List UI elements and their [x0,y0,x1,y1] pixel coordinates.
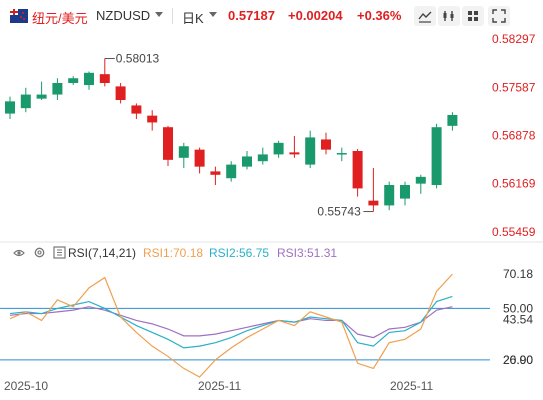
rsi-tick-label: 70.18 [503,267,533,281]
rsi3-line [9,306,453,339]
eye-icon[interactable] [13,247,25,259]
price-tick-label: 0.55459 [492,225,536,239]
rsi-tick-label: 20.00 [503,353,533,367]
candle-body [5,101,15,114]
candle-body [431,127,442,186]
price-axis: 0.58297 0.57587 0.56878 0.56169 0.55459 [492,32,536,239]
date-tick-label: 2025-10 [4,379,48,393]
rsi1-label: RSI1:70.18 [143,246,204,260]
rsi-tick-label: 26.90 [503,353,533,367]
candle-body [68,78,79,83]
price-tick-label: 0.56878 [492,129,536,143]
indicator-button[interactable] [438,6,460,26]
candle-body [115,86,126,101]
layers-button[interactable] [462,6,484,26]
period-selector[interactable]: 日K [182,11,204,26]
rsi2-line [9,295,453,349]
price-tick-label: 0.56169 [492,177,536,191]
last-price: 0.57187 [228,8,275,23]
candle-body [368,200,379,206]
candle-body [131,105,142,114]
price-change: +0.00204 [288,8,343,23]
candle-body [447,114,458,126]
fullscreen-icon [492,9,506,23]
candle-body [273,142,284,155]
candle-body [178,146,189,158]
candle-body [305,137,316,165]
price-tick-label: 0.58297 [492,32,536,46]
line-chart-icon [418,11,432,23]
candle-body [289,152,300,155]
candle-body [52,82,63,95]
rsi-legend: RSI(7,14,21) RSI1:70.18 RSI2:56.75 RSI3:… [0,244,543,262]
pair-dropdown-icon[interactable] [155,12,163,17]
gear-icon[interactable] [33,246,46,259]
candle-body [20,94,31,109]
rsi1-line [9,273,453,378]
candlestick-series [5,58,458,212]
candle-body [384,185,395,206]
period-dropdown-icon[interactable] [209,12,217,17]
rsi2-label: RSI2:56.75 [209,246,270,260]
rsi-name[interactable]: RSI(7,14,21) [68,246,137,260]
rsi3-label: RSI3:51.31 [277,246,338,260]
fullscreen-button[interactable] [488,6,510,26]
rsi-tick-label: 43.54 [503,313,533,327]
checkbox-icon[interactable] [53,246,66,259]
candle-body [163,127,173,160]
rsi-tick-label: 50.00 [503,301,533,315]
annotations: 0.58013 0.55743 [104,52,374,219]
high-marker-label: 0.58013 [116,52,160,66]
chart-toolbar: 纽元/美元 NZDUSD 日K 0.57187 +0.00204 +0.36% [0,0,543,32]
date-tick-label: 2025-11 [390,379,433,393]
nz-flag-icon [10,9,28,23]
pair-code[interactable]: NZDUSD [96,8,151,23]
candle-body [257,154,268,162]
date-tick-label: 2025-11 [198,379,241,393]
candle-body [415,176,426,184]
date-axis: 2025-10 2025-11 2025-11 [4,379,433,393]
candle-body [194,149,205,167]
candle-body [99,74,110,83]
low-marker-label: 0.55743 [317,205,361,219]
layers-icon [468,11,478,21]
candle-body [226,164,237,179]
price-chart[interactable]: 0.58297 0.57587 0.56878 0.56169 0.55459 0.58… [0,32,543,400]
price-tick-label: 0.57587 [492,80,536,94]
candle-body [210,171,221,175]
candle-body [400,185,410,199]
candle-body [321,139,331,150]
candle-body [242,156,252,167]
pair-name[interactable]: 纽元/美元 [32,11,88,26]
candle-body [352,151,363,189]
candle-body [336,153,347,155]
candle-body [84,72,94,86]
indicator-icon [443,11,454,21]
candle-body [147,115,158,123]
divider [172,8,173,24]
candle-body [36,94,47,99]
price-change-pct: +0.36% [357,8,402,23]
chart-settings-button[interactable] [414,6,436,26]
